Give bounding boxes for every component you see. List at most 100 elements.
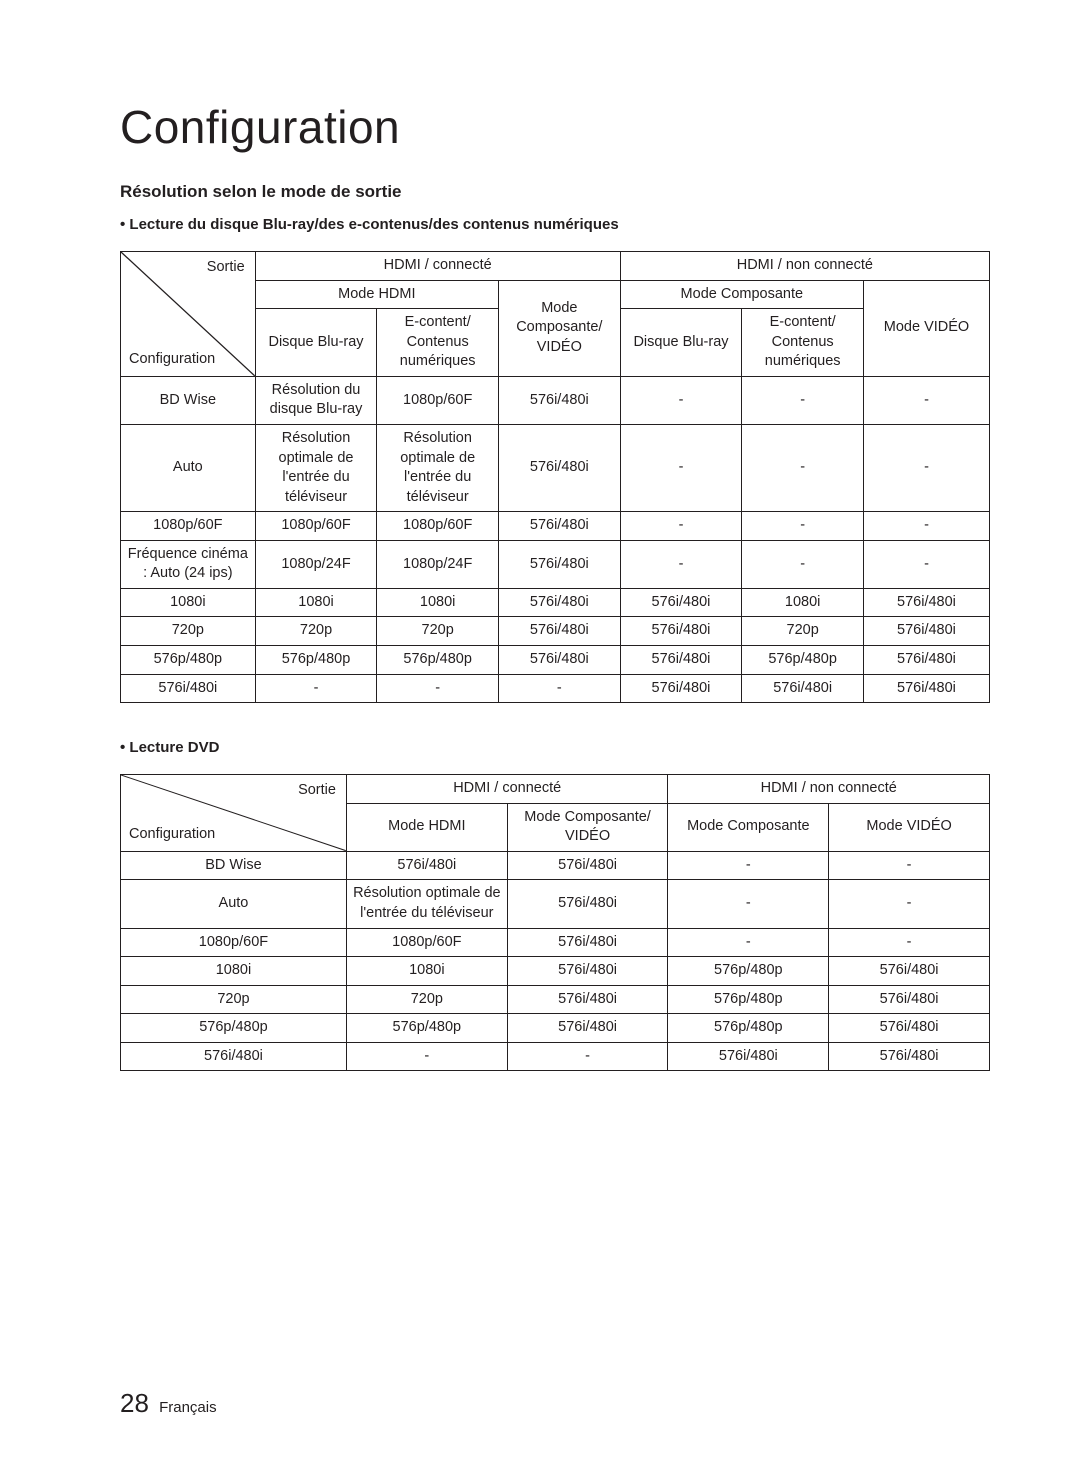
cell: 576i/480i [499,617,621,646]
cell: Résolution optimale de l'entrée du télév… [255,424,377,511]
cell: - [829,880,990,928]
cell: 576i/480i [829,957,990,986]
table2-corner-cell: Sortie Configuration [121,775,347,852]
cell: - [377,674,499,703]
cell: 720p [377,617,499,646]
table1-hdr-mode-hdmi: Mode HDMI [255,280,498,309]
cell: 1080i [377,588,499,617]
table1-hdr-mode-comp: Mode Composante [620,280,863,309]
table1-corner-cell: Sortie Configuration [121,252,256,377]
table1-hdr-mode-comp-video: Mode Composante/ VIDÉO [499,280,621,376]
cell: - [346,1042,507,1071]
cell: - [863,376,989,424]
cell: 576i/480i [499,588,621,617]
cell: 1080p/60F [377,376,499,424]
cell: 576i/480i [620,646,742,675]
cell: - [829,851,990,880]
cell: 576i/480i [121,1042,347,1071]
cell: - [620,512,742,541]
cell: 576i/480i [346,851,507,880]
cell: - [863,424,989,511]
corner-sortie-label: Sortie [298,781,336,801]
cell: 576p/480p [668,957,829,986]
cell: 576i/480i [507,851,668,880]
cell: 720p [742,617,864,646]
cell: 576p/480p [121,1014,347,1043]
cell: BD Wise [121,851,347,880]
table1-hdr-disque-bluray-2: Disque Blu-ray [620,309,742,377]
cell: 576i/480i [499,376,621,424]
table2-hdr-mode-video: Mode VIDÉO [829,803,990,851]
cell: 576i/480i [121,674,256,703]
table-row: 1080p/60F 1080p/60F 1080p/60F 576i/480i … [121,512,990,541]
table-dvd: Sortie Configuration HDMI / connecté HDM… [120,774,990,1071]
table-row: BD Wise 576i/480i 576i/480i - - [121,851,990,880]
table-row: 720p 720p 576i/480i 576p/480p 576i/480i [121,985,990,1014]
cell: Fréquence cinéma : Auto (24 ips) [121,540,256,588]
cell: - [620,376,742,424]
table1-hdr-mode-video: Mode VIDÉO [863,280,989,376]
cell: 576i/480i [863,646,989,675]
cell: - [863,512,989,541]
cell: 576i/480i [499,424,621,511]
cell: - [668,880,829,928]
cell: 576p/480p [742,646,864,675]
cell: - [507,1042,668,1071]
corner-sortie-label: Sortie [207,258,245,278]
cell: 576i/480i [499,512,621,541]
cell: 576i/480i [620,674,742,703]
cell: Résolution du disque Blu-ray [255,376,377,424]
cell: 576i/480i [507,985,668,1014]
cell: 576i/480i [829,1014,990,1043]
page-number: 28 [120,1388,149,1418]
cell: 576p/480p [668,1014,829,1043]
table1-hdr-disque-bluray-1: Disque Blu-ray [255,309,377,377]
document-page: Configuration Résolution selon le mode d… [0,0,1080,1479]
cell: 1080p/24F [255,540,377,588]
cell: 576i/480i [863,617,989,646]
table-row: BD Wise Résolution du disque Blu-ray 108… [121,376,990,424]
section-subtitle: Résolution selon le mode de sortie [120,182,990,202]
cell: 1080p/60F [121,928,347,957]
cell: - [255,674,377,703]
cell: - [742,540,864,588]
table-row: 576p/480p 576p/480p 576p/480p 576i/480i … [121,646,990,675]
cell: - [829,928,990,957]
cell: 1080p/24F [377,540,499,588]
cell: 576i/480i [507,957,668,986]
cell: 576i/480i [863,674,989,703]
cell: - [863,540,989,588]
table-row: Fréquence cinéma : Auto (24 ips) 1080p/2… [121,540,990,588]
cell: 576i/480i [499,646,621,675]
table2-hdr-mode-hdmi: Mode HDMI [346,803,507,851]
cell: 576i/480i [507,880,668,928]
table-row: 1080i 1080i 576i/480i 576p/480p 576i/480… [121,957,990,986]
cell: - [668,851,829,880]
cell: Résolution optimale de l'entrée du télév… [346,880,507,928]
table-row: 576i/480i - - 576i/480i 576i/480i [121,1042,990,1071]
cell: 576i/480i [507,928,668,957]
cell: 576p/480p [377,646,499,675]
cell: 720p [255,617,377,646]
table-row: Auto Résolution optimale de l'entrée du … [121,424,990,511]
cell: 1080i [121,588,256,617]
cell: 576i/480i [829,1042,990,1071]
cell: - [620,424,742,511]
table1-hdr-econtent-1: E-content/ Contenus numériques [377,309,499,377]
table-row: Auto Résolution optimale de l'entrée du … [121,880,990,928]
table-bluray: Sortie Configuration HDMI / connecté HDM… [120,251,990,703]
table-row: 576i/480i - - - 576i/480i 576i/480i 576i… [121,674,990,703]
cell: - [742,376,864,424]
table1-hdr-econtent-2: E-content/ Contenus numériques [742,309,864,377]
cell: Auto [121,424,256,511]
page-language: Français [159,1399,217,1416]
cell: - [742,424,864,511]
cell: 576i/480i [620,588,742,617]
cell: 1080p/60F [121,512,256,541]
cell: 576p/480p [668,985,829,1014]
bullet-dvd: Lecture DVD [120,739,990,756]
cell: 1080p/60F [346,928,507,957]
table2-hdr-hdmi-conn: HDMI / connecté [346,775,668,804]
cell: - [742,512,864,541]
cell: 720p [121,985,347,1014]
